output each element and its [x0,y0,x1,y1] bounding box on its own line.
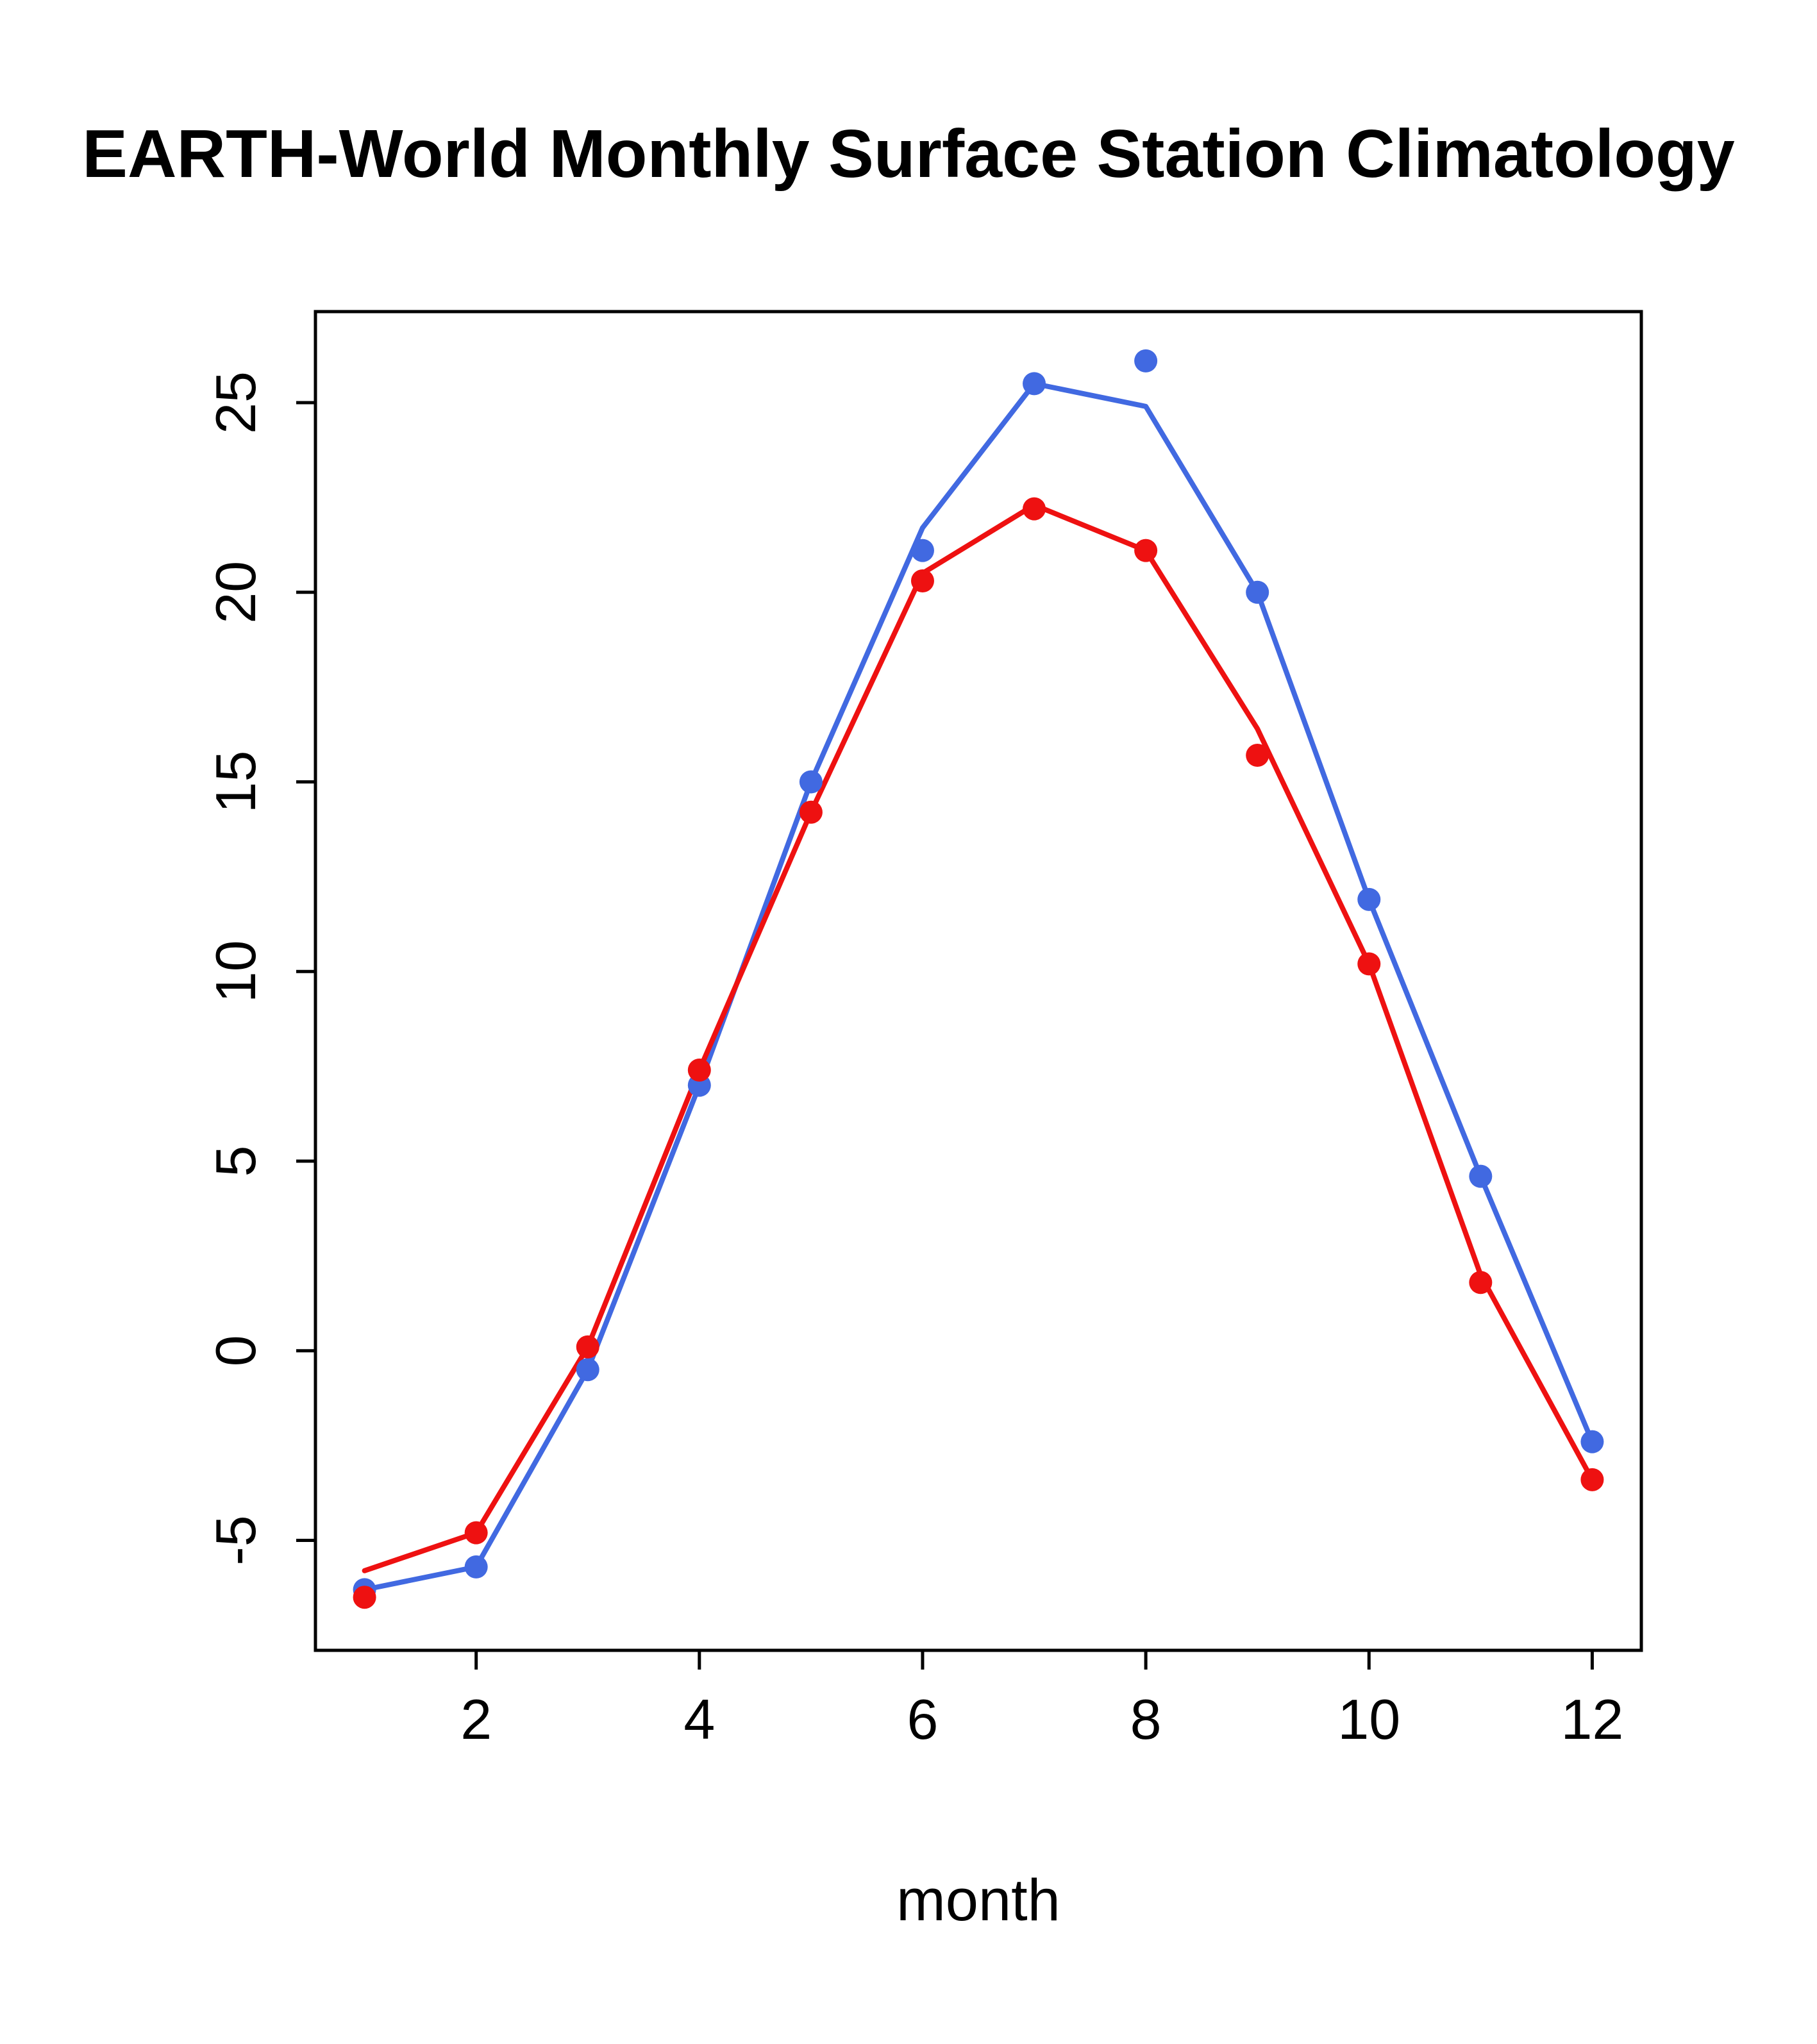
x-axis-title: month [896,1868,1060,1933]
y-tick-label: 15 [204,751,267,814]
y-tick-label: -5 [204,1515,267,1565]
x-tick-label: 4 [683,1688,715,1751]
red-climatology-point [1357,952,1381,976]
x-tick-label: 8 [1130,1688,1162,1751]
plot-box [314,310,1643,1652]
blue-climatology-point [910,539,934,562]
blue-climatology-point [1023,372,1046,396]
red-climatology-point [910,569,934,592]
x-tick-label: 2 [460,1688,492,1751]
red-climatology-line [362,502,1595,1573]
blue-climatology-point [464,1555,488,1579]
blue-climatology-point [1134,349,1158,373]
y-tick-label: 10 [204,940,267,1003]
red-climatology-point [1023,497,1046,521]
y-axis: -5 0 5 10 15 20 25 [204,371,315,1566]
red-climatology-point [1134,539,1158,562]
blue-climatology-point [1357,887,1381,911]
blue-climatology-point [1469,1164,1493,1188]
blue-climatology-point [576,1358,599,1382]
red-climatology-point [1469,1271,1493,1294]
y-tick-label: 20 [204,561,267,624]
y-tick-label: 5 [204,1145,267,1177]
chart-title: EARTH-World Monthly Surface Station Clim… [82,116,1734,192]
red-climatology-point [464,1521,488,1545]
x-axis: 2 4 6 8 10 12 [460,1650,1623,1751]
blue-climatology-point [799,770,823,794]
blue-climatology-line [362,381,1595,1593]
x-tick-label: 6 [907,1688,938,1751]
x-tick-label: 12 [1561,1688,1623,1751]
x-tick-label: 10 [1337,1688,1400,1751]
blue-climatology-points [353,349,1604,1602]
red-climatology-point [353,1586,376,1609]
y-tick-label: 25 [204,371,267,434]
red-climatology-point [576,1335,599,1359]
red-climatology-point [799,800,823,824]
blue-climatology-point [1246,580,1269,604]
red-climatology-point [1246,744,1269,767]
red-climatology-point [1580,1468,1604,1491]
red-climatology-points [353,497,1604,1609]
red-climatology-point [687,1059,711,1082]
blue-climatology-point [1580,1430,1604,1453]
y-tick-label: 0 [204,1335,267,1366]
